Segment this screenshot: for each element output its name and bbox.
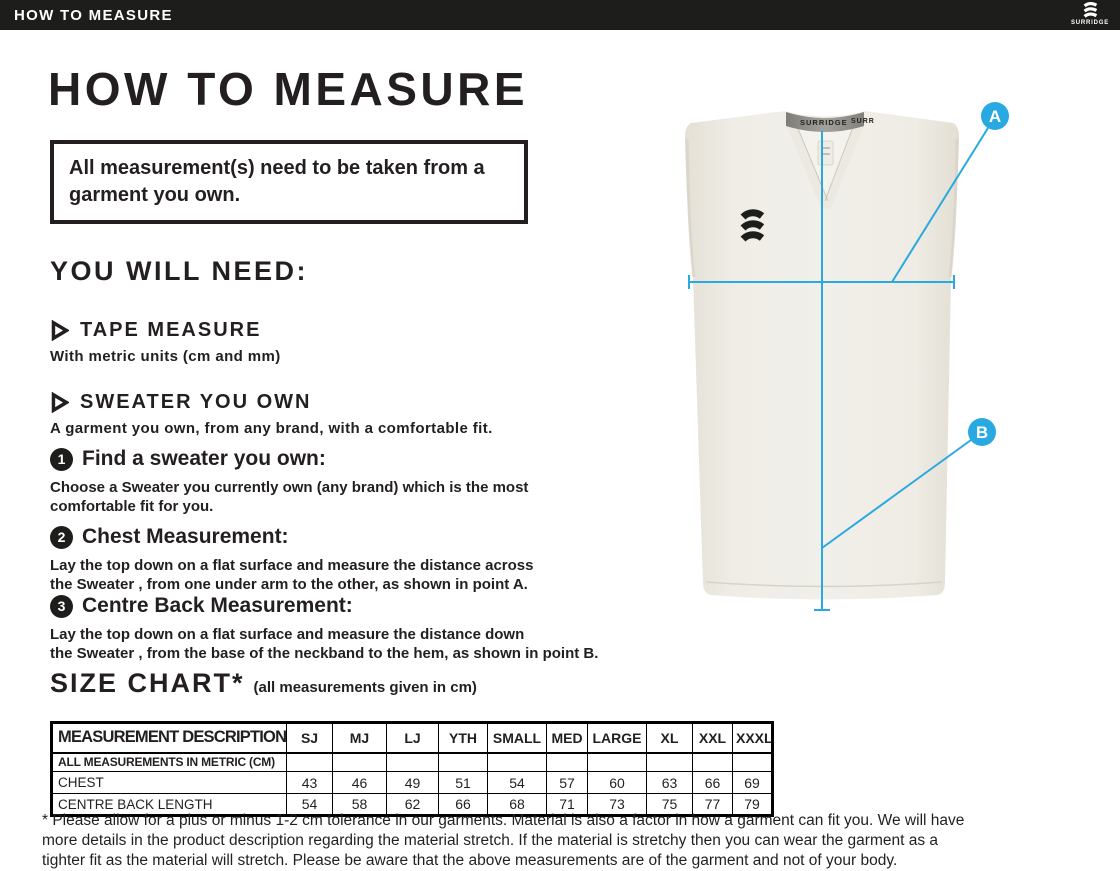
table-cell: 63 (646, 771, 693, 794)
table-cell: 57 (546, 771, 588, 794)
table-cell (386, 752, 439, 772)
neck-label-line (821, 153, 830, 155)
table-cell: 69 (732, 771, 773, 794)
collar-brand-text-2: SURR (851, 118, 875, 125)
table-cell: 73 (587, 793, 647, 816)
need-item-label: SWEATER YOU OWN (80, 391, 312, 413)
chest-surridge-logo-icon (740, 209, 765, 242)
table-cell: 62 (386, 793, 439, 816)
row-label: CHEST (51, 771, 287, 794)
table-header-row: MEASUREMENT DESCRIPTION SJ MJ LJ YTH SMA… (51, 722, 773, 754)
table-cell: 79 (732, 793, 773, 816)
table-cell: 66 (692, 771, 733, 794)
table-row-chest: CHEST 43 46 49 51 54 57 60 63 66 69 (51, 771, 773, 794)
column-header: MED (546, 722, 588, 754)
size-chart-title: SIZE CHART* (50, 668, 245, 698)
table-cell (646, 752, 693, 772)
table-cell: 71 (546, 793, 588, 816)
leader-line-a (891, 127, 989, 283)
step-2-title: Chest Measurement: (82, 525, 289, 548)
step-3-body: Lay the top down on a flat surface and m… (50, 626, 599, 662)
v-trim-edge (824, 118, 857, 202)
step-1-body: Choose a Sweater you currently own (any … (50, 479, 529, 515)
column-header: XXL (692, 722, 733, 754)
collar-band (786, 112, 864, 132)
table-row: ALL MEASUREMENTS IN METRIC (CM) (51, 752, 773, 772)
table-row-centre-back: CENTRE BACK LENGTH 54 58 62 66 68 71 73 … (51, 793, 773, 816)
table-cell (438, 752, 488, 772)
v-trim-left (784, 118, 831, 210)
column-header: SMALL (487, 722, 547, 754)
notice-box: All measurement(s) need to be taken from… (50, 140, 528, 224)
need-item-tape-measure: TAPE MEASURE (50, 319, 261, 342)
table-cell (587, 752, 647, 772)
step-3-badge: 3 (50, 594, 73, 618)
table-cell (286, 752, 333, 772)
column-header: XL (646, 722, 693, 754)
size-chart-heading: SIZE CHART* (all measurements given in c… (50, 668, 477, 699)
column-header: SJ (286, 722, 333, 754)
row-label: ALL MEASUREMENTS IN METRIC (CM) (51, 752, 287, 772)
v-trim-right (821, 118, 866, 210)
table-cell (732, 752, 773, 772)
you-will-need-title: YOU WILL NEED: (50, 256, 309, 286)
step-2-heading: 2 Chest Measurement: (50, 525, 289, 549)
armhole-shadow-right (948, 138, 959, 278)
need-item-description: With metric units (cm and mm) (50, 348, 281, 365)
table-cell: 43 (286, 771, 333, 794)
size-chart-subtitle: (all measurements given in cm) (253, 679, 477, 696)
table-cell: 68 (487, 793, 547, 816)
table-cell (546, 752, 588, 772)
step-3-title: Centre Back Measurement: (82, 594, 353, 617)
top-bar-title: HOW TO MEASURE (14, 6, 173, 24)
size-chart-table: MEASUREMENT DESCRIPTION SJ MJ LJ YTH SMA… (50, 721, 774, 817)
step-1-heading: 1 Find a sweater you own: (50, 447, 326, 471)
garment-diagram: SURRIDGE SURR A B (685, 102, 1009, 611)
surridge-wordmark: SURRIDGE (1070, 20, 1110, 26)
table-cell: 54 (487, 771, 547, 794)
point-b-label: B (976, 423, 988, 442)
table-cell: 77 (692, 793, 733, 816)
top-bar: HOW TO MEASURE SURRIDGE (0, 0, 1120, 30)
row-label: CENTRE BACK LENGTH (51, 793, 287, 816)
column-header: LARGE (587, 722, 647, 754)
collar-brand-text: SURRIDGE (800, 118, 848, 127)
page-title: HOW TO MEASURE (48, 63, 529, 115)
table-cell: 51 (438, 771, 488, 794)
point-a-badge (981, 102, 1009, 130)
hem-seam (705, 581, 943, 588)
need-item-label: TAPE MEASURE (80, 319, 262, 341)
armhole-shadow-left (685, 138, 696, 278)
arrow-triangle-icon (51, 392, 69, 413)
column-header: XXXL (732, 722, 773, 754)
step-1-badge: 1 (50, 447, 73, 471)
surridge-s-icon (1083, 2, 1097, 18)
table-cell: 66 (438, 793, 488, 816)
step-2-badge: 2 (50, 525, 73, 549)
point-a-label: A (989, 107, 1001, 126)
table-cell: 58 (332, 793, 387, 816)
table-cell: 60 (587, 771, 647, 794)
column-header: YTH (438, 722, 488, 754)
table-cell: 49 (386, 771, 439, 794)
table-cell (487, 752, 547, 772)
table-cell (692, 752, 733, 772)
step-3-heading: 3 Centre Back Measurement: (50, 594, 353, 618)
table-cell (332, 752, 387, 772)
neck-label-line (821, 147, 830, 149)
surridge-logo: SURRIDGE (1067, 2, 1113, 26)
need-item-description: A garment you own, from any brand, with … (50, 420, 493, 437)
leader-line-b (821, 439, 972, 549)
arrow-triangle-icon (51, 320, 69, 341)
point-b-badge (968, 418, 996, 446)
step-1-title: Find a sweater you own: (82, 447, 326, 470)
column-header: MEASUREMENT DESCRIPTION (51, 722, 287, 754)
footnote: * Please allow for a plus or minus 1-2 c… (42, 812, 965, 869)
table-cell: 46 (332, 771, 387, 794)
column-header: MJ (332, 722, 387, 754)
step-2-body: Lay the top down on a flat surface and m… (50, 557, 534, 593)
column-header: LJ (386, 722, 439, 754)
need-item-sweater: SWEATER YOU OWN (50, 391, 311, 414)
